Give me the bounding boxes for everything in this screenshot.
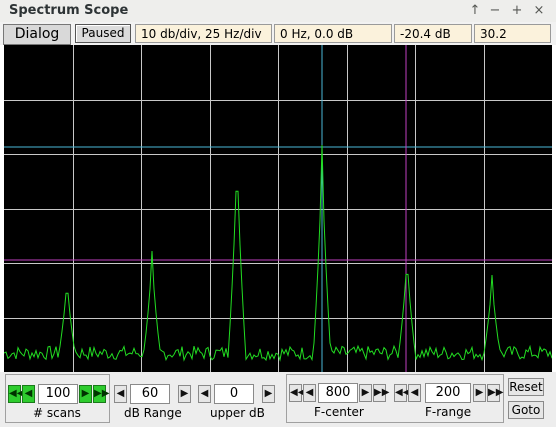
spectrum-trace: [4, 144, 552, 362]
scans-last-button[interactable]: ▶▶: [93, 385, 109, 403]
f-center-input[interactable]: 800: [318, 383, 358, 403]
f-range-last-button[interactable]: ▶▶: [487, 384, 503, 402]
f-range-input[interactable]: 200: [425, 383, 471, 403]
f-range-first-button[interactable]: ◀◀: [394, 384, 410, 402]
db-range-input[interactable]: 60: [130, 384, 170, 404]
f-center-last-button[interactable]: ▶▶: [373, 384, 389, 402]
upper-db-next-button[interactable]: ▶: [262, 385, 275, 403]
db-range-label: dB Range: [124, 406, 182, 420]
goto-button[interactable]: Goto: [508, 401, 544, 419]
scans-next-button[interactable]: ▶: [79, 385, 92, 403]
grid: [4, 45, 552, 372]
level-readout: -20.4 dB: [394, 24, 472, 43]
spectrum-display[interactable]: [4, 45, 552, 372]
cursor-readout: 0 Hz, 0.0 dB: [274, 24, 392, 43]
maximize-button[interactable]: +: [511, 3, 523, 18]
title-bar: Spectrum Scope ↑ − + ×: [0, 0, 556, 22]
db-range-prev-button[interactable]: ◀: [114, 385, 127, 403]
f-range-next-button[interactable]: ▶: [473, 384, 486, 402]
dialog-button[interactable]: Dialog: [3, 24, 71, 45]
value-readout: 30.2: [474, 24, 551, 43]
minimize-button[interactable]: −: [489, 3, 501, 18]
f-center-label: F-center: [314, 405, 364, 419]
window-title: Spectrum Scope: [9, 3, 129, 18]
scans-group: [5, 374, 110, 423]
scans-label: # scans: [33, 406, 81, 420]
scans-first-button[interactable]: ◀◀: [8, 385, 24, 403]
f-range-prev-button[interactable]: ◀: [408, 384, 421, 402]
scale-readout: 10 db/div, 25 Hz/div: [135, 24, 272, 43]
spectrum-plot[interactable]: [4, 45, 552, 372]
paused-button[interactable]: Paused: [75, 24, 131, 43]
upper-db-label: upper dB: [210, 406, 265, 420]
frequency-group: [286, 374, 504, 423]
scans-prev-button[interactable]: ◀: [22, 385, 35, 403]
f-center-next-button[interactable]: ▶: [359, 384, 372, 402]
upper-db-input[interactable]: 0: [214, 384, 254, 404]
f-center-first-button[interactable]: ◀◀: [289, 384, 305, 402]
close-button[interactable]: ×: [533, 3, 545, 18]
pin-icon[interactable]: ↑: [469, 3, 481, 18]
reset-button[interactable]: Reset: [508, 378, 544, 396]
upper-db-prev-button[interactable]: ◀: [198, 385, 211, 403]
f-center-prev-button[interactable]: ◀: [303, 384, 316, 402]
db-range-next-button[interactable]: ▶: [178, 385, 191, 403]
scans-input[interactable]: 100: [38, 384, 78, 404]
f-range-label: F-range: [425, 405, 472, 419]
